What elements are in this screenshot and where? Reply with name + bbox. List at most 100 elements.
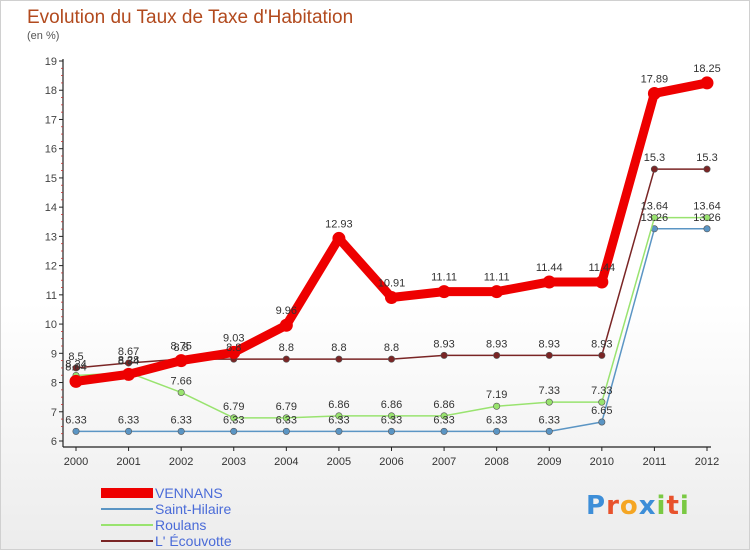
data-point — [598, 418, 606, 426]
x-tick-label: 2011 — [643, 456, 667, 468]
legend-swatch — [101, 524, 153, 526]
legend-item-vennans: VENNANS — [101, 485, 232, 501]
x-tick-label: 2006 — [379, 456, 403, 468]
legend-label: Roulans — [155, 517, 207, 533]
data-point — [177, 427, 185, 435]
legend-item-roulans: Roulans — [101, 517, 232, 533]
data-point — [440, 427, 448, 435]
data-point — [647, 86, 661, 100]
data-point — [703, 225, 711, 233]
data-point — [493, 402, 501, 410]
data-label: 11.11 — [484, 272, 510, 284]
y-tick-label: 7 — [51, 407, 57, 419]
y-tick-label: 14 — [45, 202, 57, 214]
data-label: 7.66 — [170, 375, 191, 387]
data-label: 10.91 — [378, 277, 406, 289]
x-tick-label: 2012 — [695, 456, 719, 468]
y-tick-label: 12 — [45, 261, 57, 273]
data-point — [230, 414, 238, 422]
data-label: 6.33 — [433, 414, 454, 426]
data-label: 11.44 — [588, 262, 615, 274]
data-point — [387, 355, 395, 363]
y-tick-label: 10 — [45, 319, 57, 331]
y-tick-label: 18 — [45, 85, 57, 97]
y-tick-label: 6 — [51, 436, 57, 448]
data-label: 8.8 — [331, 342, 346, 354]
data-label: 7.33 — [591, 385, 612, 397]
x-tick-label: 2007 — [432, 456, 456, 468]
data-point — [545, 427, 553, 435]
data-label: 6.33 — [118, 414, 139, 426]
data-label: 8.67 — [118, 346, 139, 358]
data-point — [282, 427, 290, 435]
data-label: 6.33 — [276, 414, 297, 426]
data-point — [125, 359, 133, 367]
data-label: 15.3 — [644, 152, 665, 164]
data-label: 8.5 — [68, 351, 83, 363]
data-label: 8.04 — [65, 361, 86, 373]
y-tick-label: 13 — [45, 231, 57, 243]
series-line — [71, 78, 712, 386]
data-point — [703, 214, 711, 222]
data-label: 15.3 — [696, 152, 717, 164]
data-point — [72, 364, 80, 372]
logo-letter: x — [638, 491, 657, 521]
legend-label: VENNANS — [155, 485, 223, 501]
y-tick-label: 16 — [45, 144, 57, 156]
data-label: 7.33 — [539, 385, 560, 397]
data-label: 7.19 — [486, 389, 507, 401]
logo-letter: t — [666, 491, 680, 521]
x-tick-label: 2001 — [116, 456, 140, 468]
y-tick-label: 19 — [45, 56, 57, 68]
x-tick-label: 2010 — [590, 456, 614, 468]
data-point — [385, 290, 398, 304]
data-point — [335, 427, 343, 435]
x-tick-label: 2000 — [64, 456, 88, 468]
data-label: 6.33 — [223, 414, 244, 426]
data-point — [174, 354, 188, 368]
data-label: 13.64 — [641, 201, 669, 213]
data-point — [227, 345, 241, 359]
y-tick-label: 11 — [46, 290, 57, 302]
data-point — [598, 398, 606, 406]
data-label: 6.79 — [223, 401, 244, 413]
data-point — [440, 412, 448, 420]
data-point — [545, 351, 553, 359]
x-tick-label: 2009 — [537, 456, 561, 468]
data-label: 8.93 — [591, 338, 612, 350]
data-label: 8.93 — [486, 338, 507, 350]
data-point — [335, 355, 343, 363]
data-label: 6.33 — [539, 414, 560, 426]
data-label: 6.33 — [65, 414, 86, 426]
data-label: 11.11 — [431, 272, 457, 284]
legend-swatch — [101, 540, 153, 542]
data-label: 13.26 — [641, 212, 669, 224]
data-point — [125, 427, 133, 435]
x-tick-label: 2004 — [274, 456, 298, 468]
x-tick-label: 2003 — [222, 456, 246, 468]
data-point — [332, 231, 346, 245]
data-label: 6.65 — [591, 405, 612, 417]
data-label: 6.33 — [328, 414, 349, 426]
data-label: 6.79 — [276, 401, 297, 413]
x-tick-label: 2008 — [484, 456, 508, 468]
chart-title: Evolution du Taux de Taxe d'Habitation — [27, 7, 354, 28]
data-label: 6.86 — [433, 399, 454, 411]
y-tick-label: 8 — [51, 378, 57, 390]
data-label: 6.33 — [170, 414, 191, 426]
data-point — [650, 214, 658, 222]
data-point — [387, 412, 395, 420]
data-label: 9.96 — [276, 305, 297, 317]
data-label: 13.26 — [693, 212, 721, 224]
data-point — [69, 374, 83, 388]
data-point — [493, 427, 501, 435]
data-point — [703, 165, 711, 173]
y-tick-label: 17 — [45, 114, 57, 126]
data-point — [282, 414, 290, 422]
data-point — [440, 351, 448, 359]
data-label: 8.93 — [433, 338, 454, 350]
data-label: 8.24 — [65, 359, 86, 371]
legend-swatch — [101, 488, 153, 498]
chart-legend: VENNANS Saint-Hilaire Roulans L' Écouvot… — [101, 485, 232, 549]
